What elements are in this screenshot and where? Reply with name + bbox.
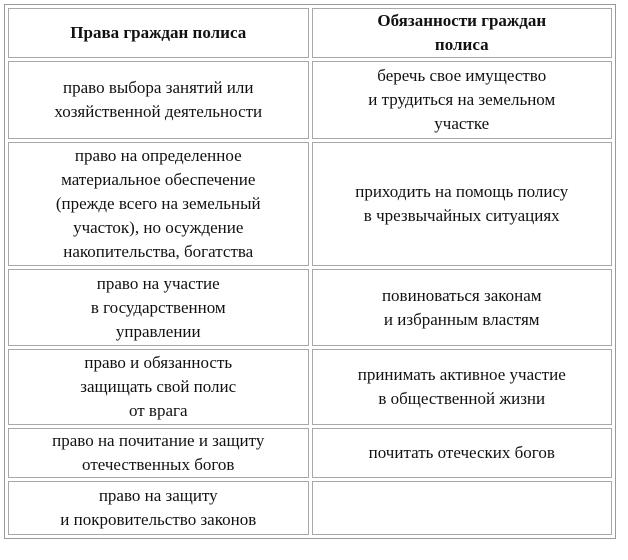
table-cell: право выбора занятий или хозяйственной де… [8, 61, 309, 139]
cell-line: участке [434, 114, 490, 133]
cell-line: хозяйственной деятельности [54, 102, 263, 121]
table-cell [311, 481, 612, 535]
cell-line: и избранным властям [383, 309, 540, 329]
cell-line: право и обязанность [84, 353, 233, 372]
cell-line: право на почитание и защиту [52, 431, 265, 450]
table-cell: повиноваться законам и избранным властям [311, 269, 612, 346]
table-row: право на защиту и покровительство законов [8, 481, 612, 535]
table-cell: приходить на помощь полису в чрезвычайных… [311, 142, 612, 266]
cell-line: материальное обеспечение [61, 170, 256, 189]
table-cell: право и обязанность защищать свой полис от… [8, 349, 309, 425]
table-cell: право на защиту и покровительство законов [8, 481, 309, 535]
cell-line: почитать отеческих богов [368, 443, 555, 462]
table-cell: принимать активное участие в общественной… [311, 349, 612, 425]
cell-line: право на участие [96, 273, 220, 293]
rights-table: Права граждан полиса Обязанности граждан п… [4, 4, 616, 539]
cell-line: право на защиту [98, 486, 218, 505]
table-cell: право на определенное материальное обеспе… [8, 142, 309, 266]
cell-line: накопительства, богатства [63, 242, 254, 261]
header-cell: Права граждан полиса [8, 8, 309, 58]
cell-line: и покровительство законов [60, 510, 257, 529]
header-row: Права граждан полиса Обязанности граждан п… [8, 8, 612, 58]
table-row: право и обязанность защищать свой полис от… [8, 349, 612, 425]
cell-line: участок), но осуждение [73, 218, 244, 237]
cell-line: в государственном [90, 297, 226, 317]
cell-line: защищать свой полис [80, 377, 237, 396]
cell-line: Права граждан полиса [70, 23, 247, 42]
cell-line: приходить на помощь полису [355, 182, 569, 201]
cell-line: Обязанности граждан [377, 11, 547, 30]
cell-line: управлении [115, 321, 201, 341]
cell-line: (прежде всего на земельный [55, 194, 261, 213]
table-row: право на определенное материальное обеспе… [8, 142, 612, 266]
header-cell: Обязанности граждан полиса [311, 8, 612, 58]
cell-line: и трудиться на земельном [368, 90, 556, 109]
cell-line: в общественной жизни [378, 389, 546, 408]
cell-line: право выбора занятий или [63, 78, 254, 97]
table-cell: право на участие в государственном управле… [8, 269, 309, 346]
table-row: право на почитание и защиту отечественных… [8, 428, 612, 478]
cell-line: в чрезвычайных ситуациях [363, 206, 560, 225]
table-cell: право на почитание и защиту отечественных… [8, 428, 309, 478]
table-cell: беречь свое имущество и трудиться на земе… [311, 61, 612, 139]
cell-line: беречь свое имущество [377, 66, 547, 85]
cell-line: отечественных богов [82, 455, 235, 474]
cell-line: право на определенное [74, 146, 242, 165]
cell-line: повиноваться законам [381, 285, 542, 305]
cell-line: от врага [128, 401, 188, 420]
cell-line: полиса [434, 35, 489, 54]
cell-line: принимать активное участие [357, 365, 566, 384]
table-cell: почитать отеческих богов [311, 428, 612, 478]
table-row: право на участие в государственном управле… [8, 269, 612, 346]
table-row: право выбора занятий или хозяйственной де… [8, 61, 612, 139]
